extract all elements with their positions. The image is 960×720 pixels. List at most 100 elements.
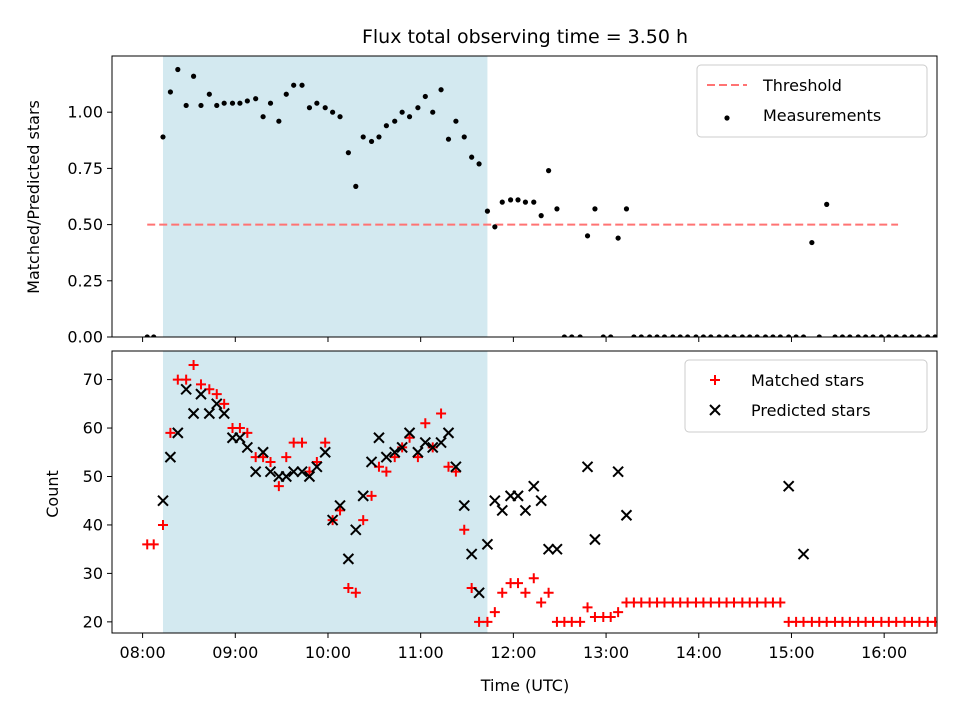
measurements-point xyxy=(870,334,876,337)
predicted-stars-point xyxy=(280,470,292,483)
matched-stars-point xyxy=(636,597,647,608)
measurements-point xyxy=(940,251,945,256)
matched-stars-point xyxy=(420,418,431,429)
matched-stars-point xyxy=(459,524,470,535)
measurements-point xyxy=(206,91,212,97)
observing-window-shade xyxy=(162,351,488,633)
matched-stars-point xyxy=(868,616,879,627)
matched-stars-point xyxy=(234,423,245,434)
measurements-point xyxy=(916,334,922,337)
legend-label-measurements: Measurements xyxy=(763,106,881,125)
matched-stars-point xyxy=(566,616,577,627)
measurements-point xyxy=(700,334,707,337)
predicted-stars-point xyxy=(373,432,385,444)
predicted-stars-point xyxy=(187,407,200,420)
predicted-stars-point xyxy=(528,480,540,492)
x-tick-label: 09:00 xyxy=(212,643,258,662)
predicted-stars-point xyxy=(218,407,230,420)
matched-stars-point xyxy=(350,587,361,598)
measurements-point xyxy=(956,231,960,236)
ratio-panel-plot-area xyxy=(144,66,960,337)
measurements-point xyxy=(739,334,745,337)
predicted-stars-point xyxy=(435,436,447,449)
matched-stars-point xyxy=(366,490,377,501)
measurements-point xyxy=(886,334,892,337)
measurements-point xyxy=(925,334,931,337)
matched-stars-point xyxy=(358,515,369,526)
count-panel: 20 30 40 50 60 70 08:00 09:00 10:00 11:00 12:00 13:… xyxy=(83,350,960,662)
predicted-stars-point xyxy=(589,533,601,546)
matched-stars-point xyxy=(436,408,447,419)
measurements-point xyxy=(461,134,467,140)
measurements-point xyxy=(731,334,737,337)
predicted-stars-point xyxy=(303,470,316,483)
measurements-point xyxy=(515,197,521,203)
matched-stars-point xyxy=(497,587,508,598)
y-tick-label: 70 xyxy=(83,370,103,389)
measurements-point xyxy=(244,98,250,104)
x-tick-label: 08:00 xyxy=(120,643,166,662)
y-tick-label: 60 xyxy=(83,419,103,438)
legend-swatch-predicted-stars xyxy=(709,404,721,416)
predicted-stars-point xyxy=(519,504,532,517)
matched-stars-point xyxy=(582,602,593,613)
matched-stars-point xyxy=(844,616,855,627)
plot-panels: 0.00 0.25 0.50 0.75 1.00 Threshold Measurement… xyxy=(67,55,960,662)
ratio-panel-frame xyxy=(111,55,938,338)
matched-stars-point xyxy=(543,587,554,598)
predicted-stars-point xyxy=(412,446,424,458)
matched-stars-point xyxy=(281,452,292,463)
y-tick-label: 30 xyxy=(83,564,103,583)
legend-label-predicted-stars: Predicted stars xyxy=(751,401,871,420)
measurements-point xyxy=(863,334,869,337)
predicted-stars-point xyxy=(953,471,960,481)
legend-swatch-matched-stars xyxy=(710,375,720,385)
matched-stars-point xyxy=(613,607,624,618)
measurements-point xyxy=(306,105,313,111)
measurements-point xyxy=(786,334,792,337)
predicted-stars-point xyxy=(311,461,323,473)
observing-window-shade xyxy=(162,56,488,337)
measurements-point xyxy=(167,89,173,95)
measurements-point xyxy=(654,334,660,337)
measurements-point xyxy=(337,114,343,120)
measurements-point xyxy=(198,102,204,109)
predicted-stars-point xyxy=(357,490,369,502)
matched-stars-point xyxy=(181,374,192,385)
measurements-point xyxy=(670,334,676,337)
predicted-stars-point xyxy=(427,441,439,454)
matched-stars-point xyxy=(938,607,948,617)
predicted-stars-point xyxy=(473,587,485,599)
y-tick-label: 1.00 xyxy=(67,103,103,122)
x-tick-label: 10:00 xyxy=(305,643,351,662)
measurements-point xyxy=(569,334,575,337)
measurements-point xyxy=(484,208,491,214)
predicted-stars-point xyxy=(396,441,408,454)
y-tick-label: 0.50 xyxy=(67,215,103,234)
matched-stars-point xyxy=(443,461,454,472)
matched-stars-point xyxy=(311,456,322,467)
measurements-point xyxy=(623,206,630,212)
matched-stars-point xyxy=(412,452,423,463)
predicted-stars-point xyxy=(380,451,393,463)
measurements-point xyxy=(399,109,405,115)
measurements-point xyxy=(253,96,259,102)
y-tick-label: 40 xyxy=(83,515,103,534)
bottom-panel-y-axis-label: Count xyxy=(43,470,62,518)
ratio-panel-legend: Threshold Measurements xyxy=(696,64,928,138)
predicted-stars-point xyxy=(936,423,937,433)
measurements-point xyxy=(183,102,189,109)
x-tick-label: 11:00 xyxy=(398,643,444,662)
measurements-point xyxy=(716,334,722,337)
measurements-point xyxy=(584,233,591,239)
predicted-stars-point xyxy=(342,553,355,565)
matched-stars-point xyxy=(381,466,392,477)
matched-stars-point xyxy=(752,597,763,608)
measurements-point xyxy=(190,73,197,79)
predicted-stars-point xyxy=(489,495,501,507)
measurements-point xyxy=(469,154,475,160)
measurements-point xyxy=(415,105,421,111)
measurements-point xyxy=(647,334,653,337)
measurements-point xyxy=(554,206,560,212)
measurements-point xyxy=(221,100,227,106)
